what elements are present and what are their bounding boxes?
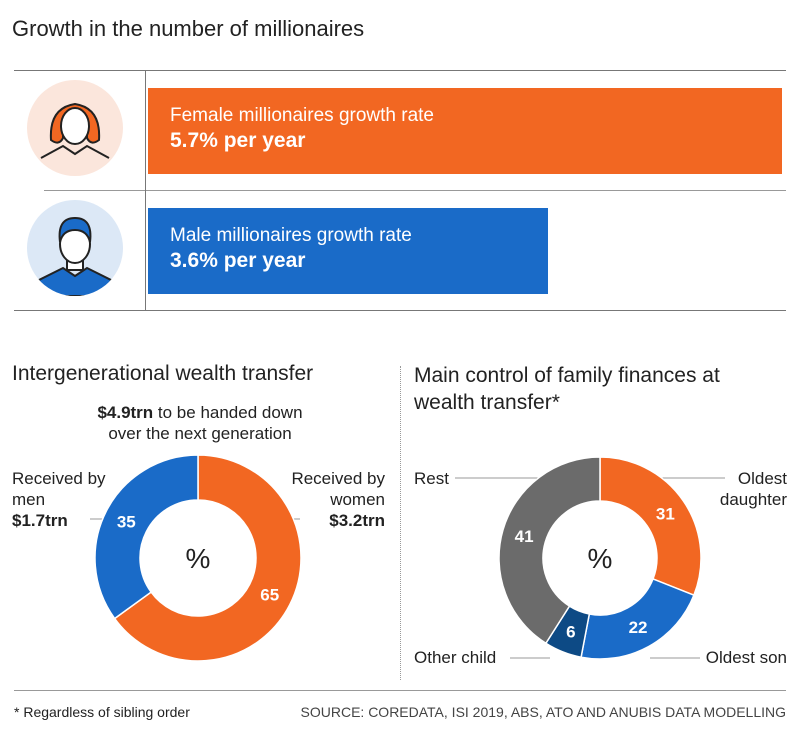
bottom-rule [14,310,786,311]
wealth-transfer-donut: 65 35% [90,454,302,662]
row-divider [44,190,786,191]
top-rule [14,70,786,71]
female-growth-bar: Female millionaires growth rate 5.7% per… [148,88,782,174]
oldest-daughter-line2: daughter [719,490,787,509]
oldest-daughter-label: Oldest daughter [720,468,787,510]
slice-women [113,454,302,662]
man-avatar-icon [27,200,123,296]
men-amount: $1.7trn [12,511,68,530]
female-growth-label: Female millionaires growth rate [170,105,434,126]
oldest-daughter-line1: Oldest [737,469,787,488]
rest-label: Rest [414,469,449,488]
slice-value-label: 35 [117,512,136,531]
center-percent-label: % [186,543,211,574]
women-label-line1: Received by [291,469,385,488]
women-amount: $3.2trn [329,511,385,530]
center-percent-label: % [588,543,613,574]
axis-line [145,70,146,310]
section-divider [400,366,401,680]
slice-value-label: 31 [656,505,675,524]
footer-rule [14,690,786,691]
oldest-son-label: Oldest son [705,648,787,667]
women-label-line2: women [330,490,385,509]
women-label: Received by women $3.2trn [291,468,385,531]
woman-avatar-icon [27,80,123,176]
source: SOURCE: COREDATA, ISI 2019, ABS, ATO AND… [300,704,786,720]
slice-value-label: 22 [629,618,648,637]
male-growth-label: Male millionaires growth rate [170,225,412,246]
wealth-transfer-subtitle: $4.9trn to be handed down over the next … [0,402,400,444]
wealth-transfer-title: Intergenerational wealth transfer [12,362,314,385]
slice-value-label: 65 [260,586,279,605]
slice-men [94,454,199,620]
female-growth-value: 5.7% per year [170,129,306,152]
male-growth-bar: Male millionaires growth rate 3.6% per y… [148,208,549,294]
subtitle-line2: over the next generation [108,424,292,443]
family-finances-title-line2: wealth transfer* [414,391,560,414]
slice-rest [498,456,601,645]
men-label-line2: men [12,490,46,509]
family-finances-title-line1: Main control of family finances at [414,364,720,387]
men-label-line1: Received by [12,469,106,488]
slice-value-label: 41 [515,527,534,546]
men-label: Received by men $1.7trn [12,468,106,531]
subtitle-text: to be handed down [153,403,303,422]
slice-oldest-daughter [599,456,702,597]
page-title: Growth in the number of millionaires [12,16,365,41]
family-finances-donut: 31 22 6 41% [455,456,725,660]
other-child-label: Other child [414,648,497,667]
slice-value-label: 6 [566,622,575,641]
footnote: * Regardless of sibling order [14,704,190,720]
male-growth-value: 3.6% per year [170,249,306,272]
total-amount: $4.9trn [97,403,154,422]
family-finances-title: Main control of family finances at wealt… [414,362,720,416]
